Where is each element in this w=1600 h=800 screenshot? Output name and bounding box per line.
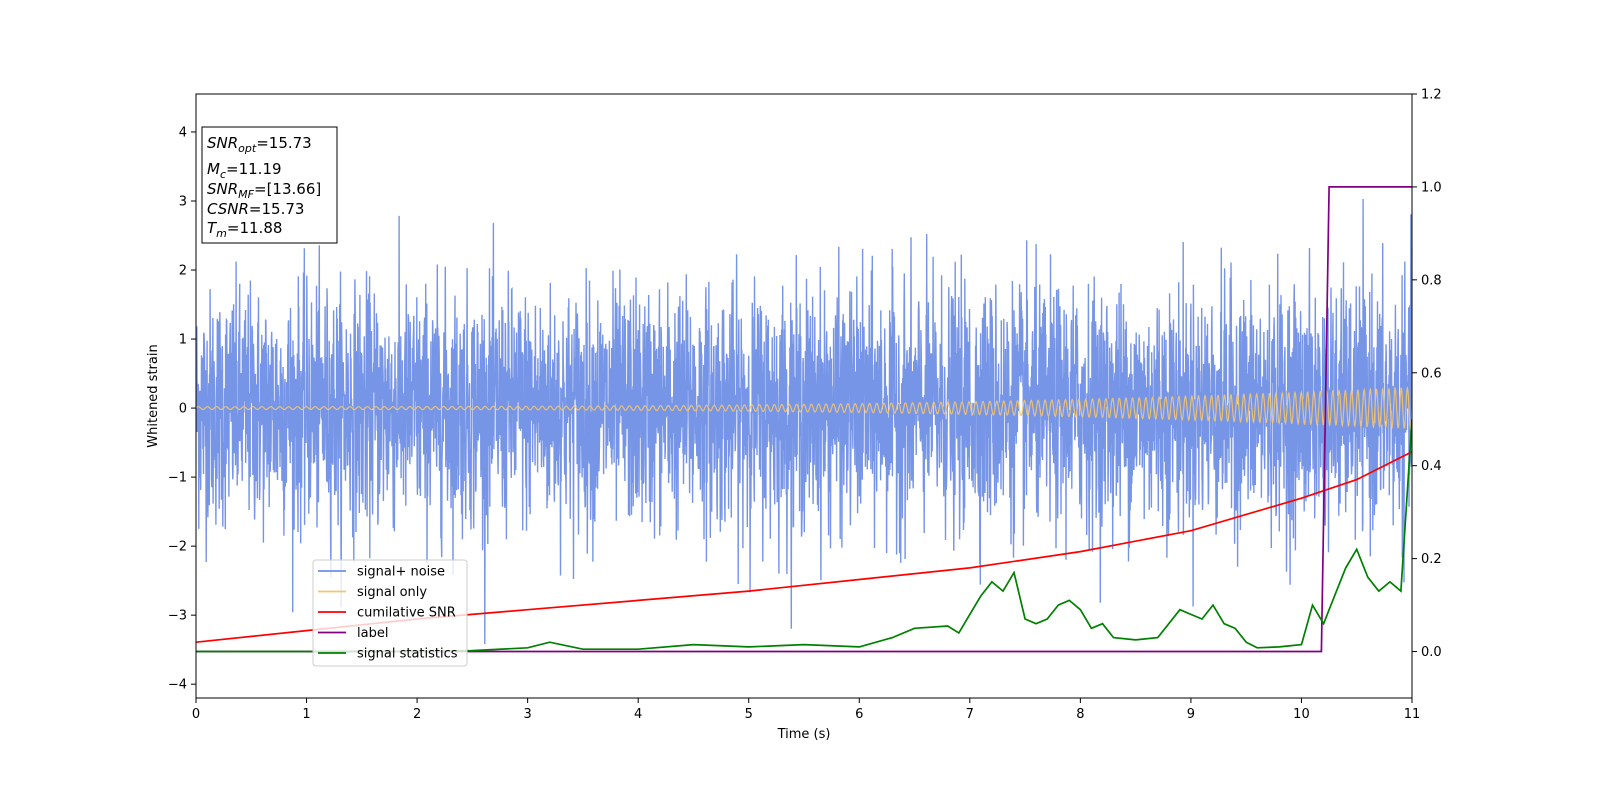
y-tick-label: 1 [179, 333, 187, 348]
legend-frame [312, 559, 468, 667]
y-tick-label: 0 [179, 402, 187, 417]
x-tick-label: 11 [1404, 707, 1421, 722]
y-tick-label: 4 [179, 125, 187, 140]
series-signal-statistics [196, 419, 1412, 653]
x-tick-label: 1 [302, 707, 310, 722]
x-tick-label: 8 [1076, 707, 1084, 722]
x-tick-label: 0 [192, 707, 200, 722]
y-tick-label: −1 [168, 471, 187, 486]
annotation-box: SNRopt=15.73 Mc=11.19SNRMF=[13.66]CSNR=15… [201, 126, 338, 244]
y2-tick-label: 0.2 [1421, 552, 1442, 567]
y-axis-left: −4 −3 −2 −1 0 1 2 3 4 [168, 125, 196, 693]
annotation-frame [201, 126, 338, 244]
annotation-line: Tm=11.88 [207, 219, 282, 240]
x-tick-label: 6 [855, 707, 863, 722]
series-signal-only [196, 386, 1412, 431]
legend-label: cumilative SNR [357, 606, 456, 621]
y-tick-label: 3 [179, 194, 187, 209]
y-axis-label: Whitened strain [146, 344, 161, 447]
y2-tick-label: 0.4 [1421, 459, 1442, 474]
plot-frame [195, 93, 1413, 699]
annotation-line: SNRopt=15.73 [207, 134, 312, 155]
series-label [196, 186, 1412, 653]
x-tick-label: 9 [1187, 707, 1195, 722]
x-tick-label: 7 [966, 707, 974, 722]
x-tick-label: 5 [745, 707, 753, 722]
y-tick-label: −3 [168, 609, 187, 624]
y2-tick-label: 0.6 [1421, 366, 1442, 381]
y2-tick-label: 1.0 [1421, 180, 1442, 195]
legend-label: signal only [357, 585, 427, 600]
x-axis: 0 1 2 3 4 5 6 7 8 9 10 11 [192, 698, 1420, 722]
legend-label: signal+ noise [357, 565, 445, 580]
legend-label: signal statistics [357, 647, 458, 662]
y2-tick-label: 1.2 [1421, 88, 1442, 103]
annotation-line: CSNR=15.73 [207, 200, 304, 218]
legend-label: label [357, 626, 388, 641]
x-tick-label: 10 [1293, 707, 1310, 722]
y2-tick-label: 0.0 [1421, 645, 1442, 660]
y-axis-right: 0.0 0.2 0.4 0.6 0.8 1.0 1.2 [1412, 88, 1442, 660]
x-tick-label: 2 [413, 707, 421, 722]
x-tick-label: 4 [634, 707, 642, 722]
annotation-line: SNRMF=[13.66] [207, 180, 321, 201]
legend: signal+ noise signal only cumilative SNR la… [312, 559, 468, 667]
y-tick-label: −2 [168, 540, 187, 555]
y-tick-label: −4 [168, 678, 187, 693]
x-axis-label: Time (s) [777, 727, 831, 742]
y-tick-label: 2 [179, 264, 187, 279]
annotation-line: Mc=11.19 [207, 160, 282, 181]
x-tick-label: 3 [523, 707, 531, 722]
y2-tick-label: 0.8 [1421, 273, 1442, 288]
